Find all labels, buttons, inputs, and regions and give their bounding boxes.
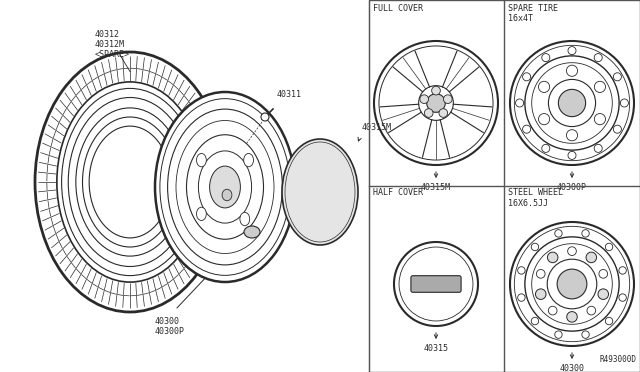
Circle shape xyxy=(598,289,609,299)
Circle shape xyxy=(523,125,531,133)
Circle shape xyxy=(518,267,525,274)
Text: R493000D: R493000D xyxy=(599,355,636,364)
Text: 16x4T: 16x4T xyxy=(508,14,533,23)
Circle shape xyxy=(538,113,550,125)
Circle shape xyxy=(531,317,539,325)
Circle shape xyxy=(568,151,576,160)
Text: HALF COVER: HALF COVER xyxy=(373,188,423,197)
Text: 40315M: 40315M xyxy=(362,123,392,132)
Ellipse shape xyxy=(155,92,295,282)
Text: 40300: 40300 xyxy=(559,364,584,372)
Ellipse shape xyxy=(240,212,250,226)
Circle shape xyxy=(619,267,627,274)
Text: 40312M: 40312M xyxy=(95,40,125,49)
Circle shape xyxy=(516,99,524,107)
Ellipse shape xyxy=(35,52,225,312)
Circle shape xyxy=(518,294,525,301)
Circle shape xyxy=(547,252,558,263)
Circle shape xyxy=(427,94,445,112)
Circle shape xyxy=(567,312,577,322)
Circle shape xyxy=(568,46,576,55)
Circle shape xyxy=(566,65,577,76)
Circle shape xyxy=(595,113,605,125)
Ellipse shape xyxy=(244,154,253,167)
Circle shape xyxy=(555,230,562,237)
Circle shape xyxy=(605,317,612,325)
Ellipse shape xyxy=(58,83,202,281)
Text: 16X6.5JJ: 16X6.5JJ xyxy=(508,199,548,208)
Circle shape xyxy=(536,289,546,299)
Ellipse shape xyxy=(196,154,206,167)
Circle shape xyxy=(595,81,605,93)
Circle shape xyxy=(439,109,447,118)
Text: 40315M: 40315M xyxy=(421,183,451,192)
Text: 40311: 40311 xyxy=(277,90,302,99)
Circle shape xyxy=(542,144,550,153)
Circle shape xyxy=(587,306,596,315)
Text: 40300P: 40300P xyxy=(155,327,185,336)
Text: STEEL WHEEL: STEEL WHEEL xyxy=(508,188,563,197)
Circle shape xyxy=(536,269,545,278)
Text: 40300P: 40300P xyxy=(557,183,587,192)
Circle shape xyxy=(523,73,531,81)
Circle shape xyxy=(619,294,627,301)
Circle shape xyxy=(582,230,589,237)
Text: 40312: 40312 xyxy=(95,30,120,39)
Circle shape xyxy=(594,144,602,153)
Circle shape xyxy=(557,269,587,299)
Circle shape xyxy=(431,86,440,95)
Ellipse shape xyxy=(222,189,232,201)
Circle shape xyxy=(582,331,589,338)
Ellipse shape xyxy=(210,166,241,208)
Circle shape xyxy=(586,252,596,263)
Text: 40315: 40315 xyxy=(424,344,449,353)
Circle shape xyxy=(613,73,621,81)
Circle shape xyxy=(538,81,550,93)
Circle shape xyxy=(558,89,586,117)
Text: 40300: 40300 xyxy=(155,317,180,326)
Circle shape xyxy=(566,130,577,141)
Text: <SPARE>: <SPARE> xyxy=(95,50,130,59)
Text: 40224: 40224 xyxy=(254,242,279,251)
Circle shape xyxy=(424,109,433,118)
Text: SPARE TIRE: SPARE TIRE xyxy=(508,4,558,13)
Circle shape xyxy=(261,113,269,121)
Circle shape xyxy=(542,54,550,62)
Ellipse shape xyxy=(196,207,206,221)
Circle shape xyxy=(568,247,577,256)
Circle shape xyxy=(594,54,602,62)
Circle shape xyxy=(420,95,429,103)
Circle shape xyxy=(620,99,628,107)
Circle shape xyxy=(444,95,452,103)
Circle shape xyxy=(599,269,607,278)
Text: FULL COVER: FULL COVER xyxy=(373,4,423,13)
Circle shape xyxy=(555,331,562,338)
Circle shape xyxy=(605,243,612,251)
Circle shape xyxy=(613,125,621,133)
Circle shape xyxy=(531,243,539,251)
Text: NISSAN: NISSAN xyxy=(423,280,449,286)
FancyBboxPatch shape xyxy=(411,276,461,292)
Ellipse shape xyxy=(282,139,358,245)
Bar xyxy=(369,0,640,372)
Ellipse shape xyxy=(244,226,260,238)
Circle shape xyxy=(548,306,557,315)
